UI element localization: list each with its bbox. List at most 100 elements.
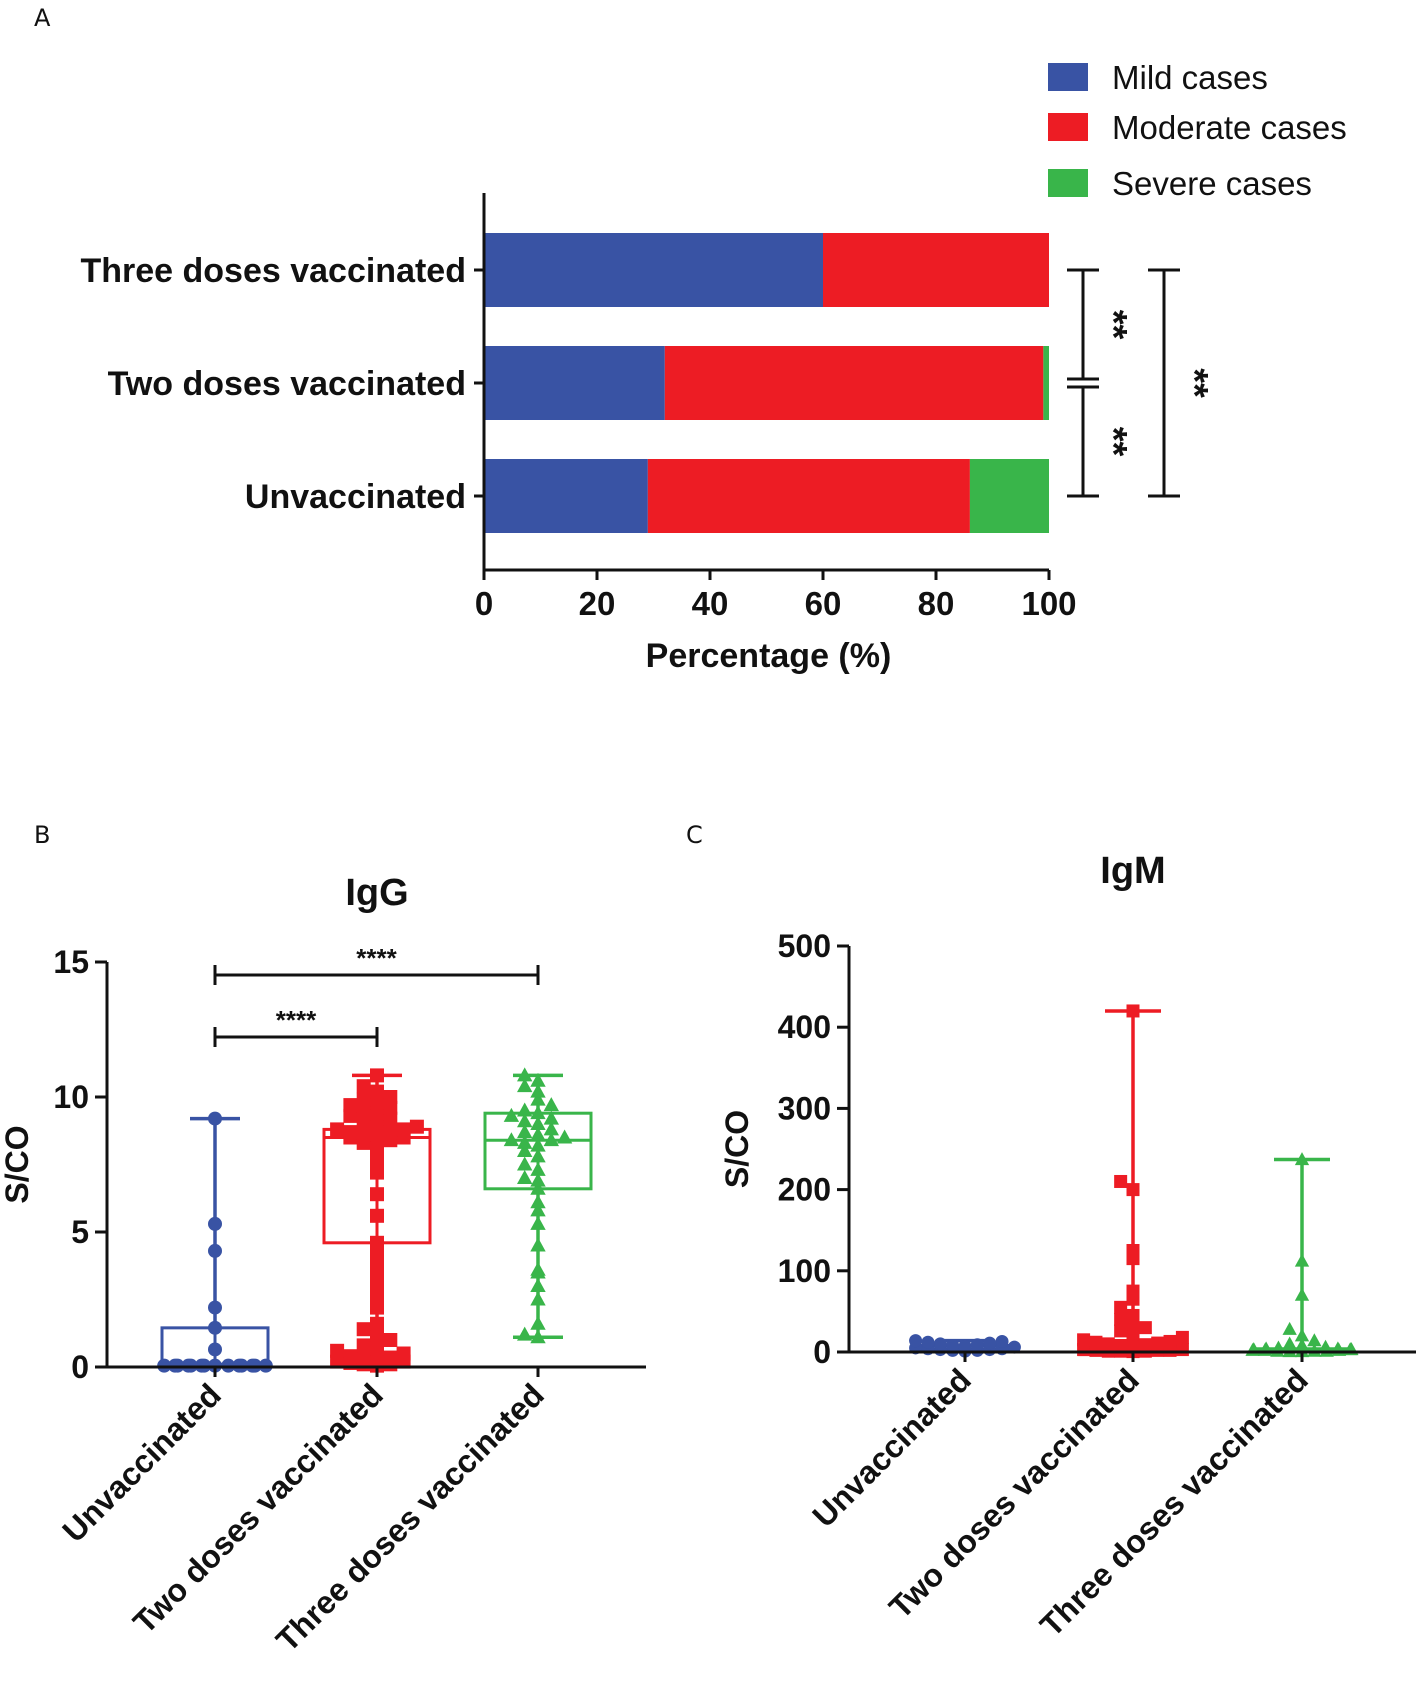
data-point bbox=[1282, 1336, 1297, 1350]
legend-label-mild-cases: Mild cases bbox=[1112, 59, 1268, 96]
x-tick-label: 40 bbox=[692, 585, 729, 622]
data-point bbox=[370, 1187, 384, 1202]
data-point bbox=[921, 1335, 935, 1349]
panel-a-stacked-bar-chart: Three doses vaccinated Two doses vaccinat… bbox=[80, 59, 1346, 675]
data-point bbox=[517, 1113, 533, 1128]
data-point bbox=[1126, 1284, 1140, 1298]
bar-two-doses-vaccinated-moderate-cases bbox=[664, 346, 1044, 420]
data-point bbox=[356, 1322, 371, 1337]
data-point bbox=[370, 1208, 384, 1223]
data-point bbox=[1318, 1339, 1333, 1353]
data-point bbox=[1294, 1338, 1310, 1352]
data-point bbox=[983, 1336, 997, 1350]
data-point bbox=[356, 1103, 371, 1118]
y-tick-label: 400 bbox=[778, 1009, 831, 1045]
data-point bbox=[1114, 1324, 1128, 1338]
category-label-unvaccinated: Unvaccinated bbox=[55, 1376, 228, 1549]
y-tick-label: 0 bbox=[71, 1349, 89, 1385]
data-point bbox=[530, 1278, 546, 1292]
data-point bbox=[530, 1261, 546, 1276]
data-point bbox=[370, 1127, 384, 1142]
x-tick-label: 20 bbox=[579, 585, 616, 622]
data-point bbox=[530, 1172, 546, 1187]
data-point bbox=[1307, 1333, 1322, 1347]
data-point bbox=[1101, 1337, 1115, 1351]
significance-label: ** bbox=[1173, 368, 1215, 398]
group-three-doses-vaccinated bbox=[483, 1067, 593, 1344]
data-point bbox=[543, 1097, 559, 1112]
data-point bbox=[370, 1276, 384, 1291]
data-point bbox=[970, 1338, 984, 1352]
data-point bbox=[1114, 1339, 1128, 1353]
data-point bbox=[1163, 1334, 1177, 1348]
data-point bbox=[530, 1194, 546, 1209]
data-point bbox=[343, 1125, 358, 1140]
data-point bbox=[530, 1072, 546, 1087]
data-point bbox=[370, 1068, 384, 1083]
data-point bbox=[1282, 1321, 1297, 1335]
data-point bbox=[517, 1143, 533, 1157]
panel-label-b: B bbox=[34, 821, 50, 849]
data-point bbox=[370, 1138, 384, 1153]
data-point bbox=[517, 1124, 533, 1139]
data-point bbox=[1007, 1340, 1021, 1354]
data-point bbox=[208, 1300, 222, 1315]
data-point bbox=[530, 1083, 546, 1098]
y-tick-label: 500 bbox=[778, 928, 831, 964]
data-point bbox=[517, 1102, 533, 1117]
data-point bbox=[370, 1165, 384, 1180]
data-point bbox=[1126, 1183, 1140, 1197]
category-label-unvaccinated: Unvaccinated bbox=[245, 478, 466, 516]
x-tick-label: 100 bbox=[1021, 585, 1076, 622]
legend-swatch-moderate-cases bbox=[1048, 113, 1088, 141]
data-point bbox=[543, 1121, 559, 1136]
data-point bbox=[530, 1215, 546, 1230]
data-point bbox=[530, 1202, 546, 1217]
data-point bbox=[530, 1116, 546, 1130]
data-point bbox=[1271, 1340, 1286, 1354]
data-point bbox=[517, 1134, 533, 1149]
y-tick-label: 100 bbox=[778, 1253, 831, 1289]
y-axis-title: S/CO bbox=[0, 1125, 35, 1203]
data-point bbox=[1307, 1343, 1322, 1357]
group-two-doses-vaccinated bbox=[1077, 1004, 1189, 1359]
data-point bbox=[517, 1078, 533, 1093]
data-point bbox=[530, 1105, 546, 1120]
data-point bbox=[383, 1350, 398, 1365]
data-point bbox=[330, 1354, 345, 1369]
bar-unvaccinated-severe-cases bbox=[969, 459, 1049, 533]
data-point bbox=[1126, 1327, 1140, 1341]
x-axis-title: Percentage (%) bbox=[646, 637, 892, 675]
data-point bbox=[208, 1342, 222, 1357]
data-point bbox=[1126, 1339, 1140, 1353]
data-point bbox=[995, 1334, 1009, 1348]
panel-label-a: A bbox=[34, 4, 51, 32]
data-point bbox=[396, 1346, 411, 1361]
data-point bbox=[396, 1122, 411, 1137]
data-point bbox=[530, 1161, 546, 1176]
chart-title: IgG bbox=[345, 872, 408, 914]
data-point bbox=[343, 1349, 358, 1364]
data-point bbox=[383, 1111, 398, 1126]
data-point bbox=[517, 1067, 533, 1082]
data-point bbox=[370, 1095, 384, 1110]
data-point bbox=[356, 1338, 371, 1353]
data-point bbox=[208, 1243, 222, 1258]
bar-three-doses-vaccinated-moderate-cases bbox=[823, 233, 1049, 307]
data-point bbox=[1294, 1287, 1310, 1301]
category-label-three-doses-vaccinated: Three doses vaccinated bbox=[1033, 1361, 1315, 1643]
data-point bbox=[370, 1106, 384, 1121]
data-point bbox=[503, 1132, 520, 1147]
data-point bbox=[208, 1111, 222, 1126]
data-point bbox=[1114, 1313, 1128, 1327]
data-point bbox=[530, 1329, 546, 1344]
group-two-doses-vaccinated bbox=[322, 1068, 432, 1373]
data-point bbox=[356, 1114, 371, 1129]
category-label-three-doses-vaccinated: Three doses vaccinated bbox=[269, 1376, 551, 1658]
y-tick-label: 200 bbox=[778, 1172, 831, 1208]
data-point bbox=[1138, 1321, 1152, 1335]
data-point bbox=[1126, 1244, 1140, 1257]
data-point bbox=[958, 1339, 972, 1353]
